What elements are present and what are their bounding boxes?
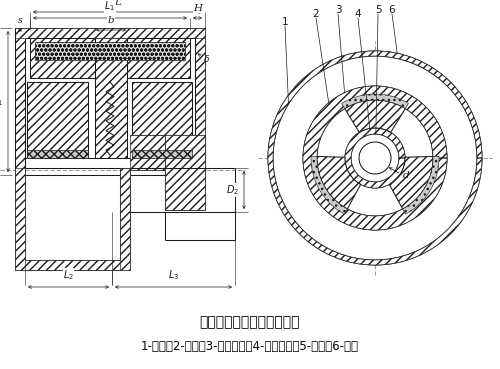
Polygon shape (95, 38, 127, 162)
Polygon shape (15, 168, 25, 270)
Text: $D_1$: $D_1$ (0, 94, 3, 108)
Polygon shape (132, 82, 192, 158)
Circle shape (273, 56, 477, 260)
Polygon shape (120, 168, 130, 270)
Text: $\delta$: $\delta$ (203, 52, 210, 63)
Polygon shape (345, 128, 405, 188)
Text: $L_3$: $L_3$ (168, 268, 179, 282)
Circle shape (359, 142, 391, 174)
Circle shape (345, 128, 405, 188)
Circle shape (317, 100, 433, 216)
Text: d: d (403, 172, 409, 180)
Polygon shape (268, 51, 482, 265)
Text: $L_1$: $L_1$ (104, 0, 116, 13)
Polygon shape (15, 28, 25, 175)
Text: H: H (193, 4, 202, 13)
Circle shape (351, 134, 399, 182)
Polygon shape (27, 82, 88, 158)
Polygon shape (402, 156, 439, 214)
Polygon shape (165, 135, 205, 210)
Polygon shape (132, 150, 192, 158)
Circle shape (268, 51, 482, 265)
Polygon shape (390, 156, 433, 209)
Polygon shape (303, 86, 447, 230)
Text: 2: 2 (312, 9, 320, 19)
Text: 5: 5 (374, 5, 382, 15)
Polygon shape (317, 156, 360, 209)
Circle shape (303, 86, 447, 230)
Polygon shape (342, 94, 408, 108)
Text: $L_2$: $L_2$ (63, 268, 74, 282)
Text: b: b (108, 16, 114, 25)
Polygon shape (35, 42, 185, 60)
Polygon shape (27, 150, 88, 158)
Text: $D_2$: $D_2$ (226, 183, 239, 197)
Text: L: L (114, 0, 121, 7)
Polygon shape (15, 28, 205, 38)
Polygon shape (25, 158, 195, 168)
Text: 1-转子；2-闸块；3-摩擦衬面；4-连接螺栓；5-弹簧；6-壳体: 1-转子；2-闸块；3-摩擦衬面；4-连接螺栓；5-弹簧；6-壳体 (141, 341, 359, 354)
Text: 4: 4 (354, 9, 362, 19)
Polygon shape (195, 28, 205, 175)
Polygon shape (130, 135, 205, 170)
Polygon shape (344, 100, 406, 132)
Polygon shape (30, 38, 190, 78)
Text: s: s (18, 16, 22, 25)
Polygon shape (15, 260, 130, 270)
Polygon shape (311, 156, 348, 214)
Text: 3: 3 (334, 5, 342, 15)
Text: 径向弹簧闸块式离心离合器: 径向弹簧闸块式离心离合器 (200, 315, 300, 329)
Text: 1: 1 (282, 17, 288, 27)
Text: 6: 6 (388, 5, 396, 15)
